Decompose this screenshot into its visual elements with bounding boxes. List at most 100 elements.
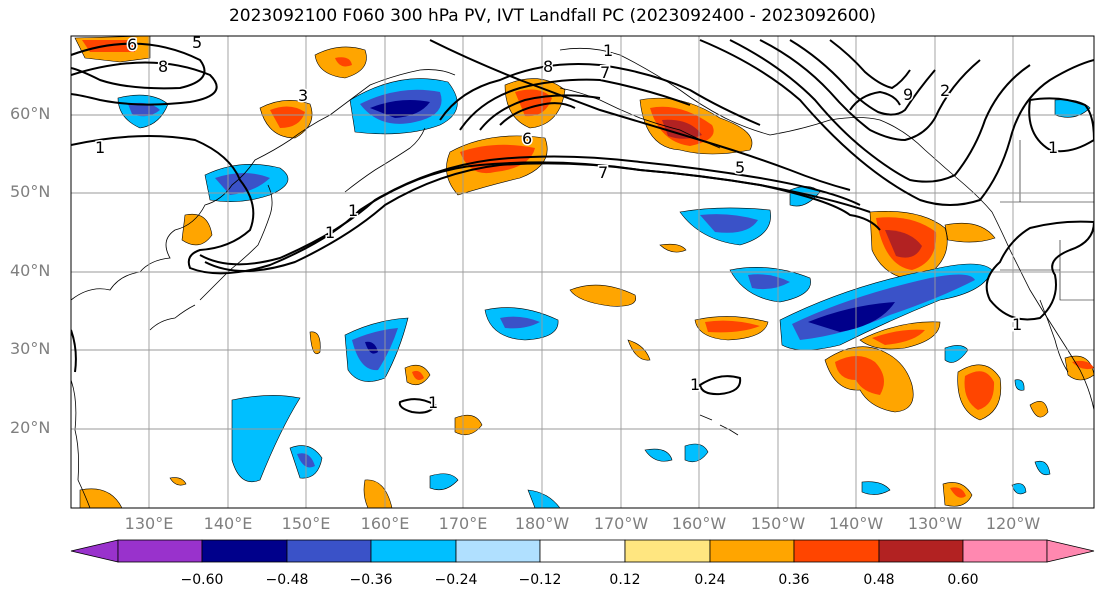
contour-label: 1 xyxy=(1048,138,1058,157)
lon-label-150e: 150°E xyxy=(281,514,331,533)
contour-label: 6 xyxy=(522,129,532,148)
warm-region xyxy=(872,329,925,345)
contour-label: 2 xyxy=(940,81,950,100)
warm-region xyxy=(659,243,687,253)
cool-region xyxy=(1014,379,1025,391)
contour-label: 1 xyxy=(1012,315,1022,334)
cool-region xyxy=(365,341,378,354)
pv-contour xyxy=(429,39,851,191)
colorbar-segment xyxy=(201,539,288,563)
contour-label: 5 xyxy=(192,33,202,52)
pv-contour xyxy=(459,78,691,131)
border-line xyxy=(1059,240,1094,301)
contour-label: 8 xyxy=(543,57,553,76)
warm-region xyxy=(335,57,352,67)
pv-contour xyxy=(698,375,742,396)
borders xyxy=(1000,140,1094,301)
warm-region xyxy=(412,370,424,380)
pv-contour xyxy=(499,102,576,126)
lat-label-20n: 20°N xyxy=(10,418,51,437)
lat-label-40n: 40°N xyxy=(10,261,51,280)
lon-label-130e: 130°E xyxy=(124,514,174,533)
warm-region xyxy=(569,284,636,307)
colorbar-segment xyxy=(117,539,203,563)
pv-contour xyxy=(71,61,218,106)
colorbar xyxy=(70,539,1095,563)
lat-label-60n: 60°N xyxy=(10,104,51,123)
hawaii xyxy=(699,414,739,436)
warm-region xyxy=(1072,360,1094,370)
pv-contour xyxy=(789,39,936,116)
colorbar-segment xyxy=(286,539,372,563)
colorbar-segment xyxy=(624,539,711,563)
cool-region xyxy=(700,214,758,233)
negative-shading xyxy=(117,78,1091,508)
pv-contour xyxy=(199,155,861,266)
lon-label-170e: 170°E xyxy=(438,514,488,533)
pv-contour xyxy=(439,63,761,126)
warm-region xyxy=(309,331,321,355)
contour-labels: 6 5 8 3 1 1 6 1 7 5 8 7 1 1 1 9 2 1 1 xyxy=(94,33,1060,414)
pv-contour xyxy=(849,90,901,111)
colorbar-tick-label: 0.12 xyxy=(609,572,641,588)
pv-contour xyxy=(1028,97,1094,153)
colorbar-extend-high xyxy=(1046,539,1095,563)
colorbar-segment xyxy=(709,539,795,563)
cool-region xyxy=(231,395,301,483)
alaska-coast xyxy=(559,47,993,213)
colorbar-tick-label: −0.60 xyxy=(180,572,224,588)
contour-label: 1 xyxy=(603,41,613,60)
colorbar-tick-label: −0.24 xyxy=(434,572,478,588)
pv-contour xyxy=(479,94,601,131)
cool-region xyxy=(527,489,561,508)
contour-label: 1 xyxy=(428,393,438,412)
lon-label-140w: 140°W xyxy=(828,514,884,533)
colorbar-segment xyxy=(793,539,880,563)
pv-contour xyxy=(204,162,871,272)
gridlines xyxy=(71,36,1094,508)
colorbar-segment xyxy=(962,539,1048,563)
pv-contour xyxy=(71,329,77,373)
warm-region xyxy=(950,487,966,498)
warm-region xyxy=(944,222,996,243)
map-content: 6 5 8 3 1 1 6 1 7 5 8 7 1 1 1 9 2 1 1 xyxy=(71,33,1094,508)
colorbar-extend-low xyxy=(70,539,119,563)
lon-label-130w: 130°W xyxy=(907,514,963,533)
pv-contour xyxy=(829,39,911,90)
map-frame xyxy=(70,35,1095,509)
pv-contour xyxy=(699,39,1094,206)
warm-region xyxy=(835,356,884,395)
asia-coast xyxy=(71,379,91,508)
pv-contour xyxy=(398,398,437,414)
colorbar-segment xyxy=(878,539,964,563)
lon-label-160w: 160°W xyxy=(671,514,727,533)
colorbar-tick-label: −0.48 xyxy=(265,572,309,588)
colorbar-tick-label: 0.24 xyxy=(694,572,726,588)
cool-region xyxy=(1034,460,1051,476)
cool-region xyxy=(429,473,459,491)
contour-label: 1 xyxy=(325,223,335,242)
warm-region xyxy=(662,119,702,139)
lat-label-50n: 50°N xyxy=(10,182,51,201)
warm-region xyxy=(270,106,305,128)
colorbar-segment xyxy=(539,539,626,563)
cool-region xyxy=(644,448,673,462)
warm-region xyxy=(885,230,922,258)
cool-region xyxy=(500,316,540,329)
warm-region xyxy=(454,414,483,436)
cool-region xyxy=(128,102,160,117)
pv-contour xyxy=(71,42,206,90)
lon-label-120w: 120°W xyxy=(985,514,1041,533)
kamchatka xyxy=(344,127,426,193)
contour-label: 7 xyxy=(600,63,610,82)
cool-region xyxy=(808,302,895,332)
baja xyxy=(1039,299,1069,373)
contour-label: 1 xyxy=(690,375,700,394)
warm-region xyxy=(705,320,760,333)
pv-contours xyxy=(71,39,1094,414)
colorbar-segment xyxy=(370,539,457,563)
warm-region xyxy=(1029,400,1049,418)
cool-region xyxy=(684,443,709,463)
lon-label-170w: 170°W xyxy=(593,514,649,533)
contour-label: 6 xyxy=(127,35,137,54)
